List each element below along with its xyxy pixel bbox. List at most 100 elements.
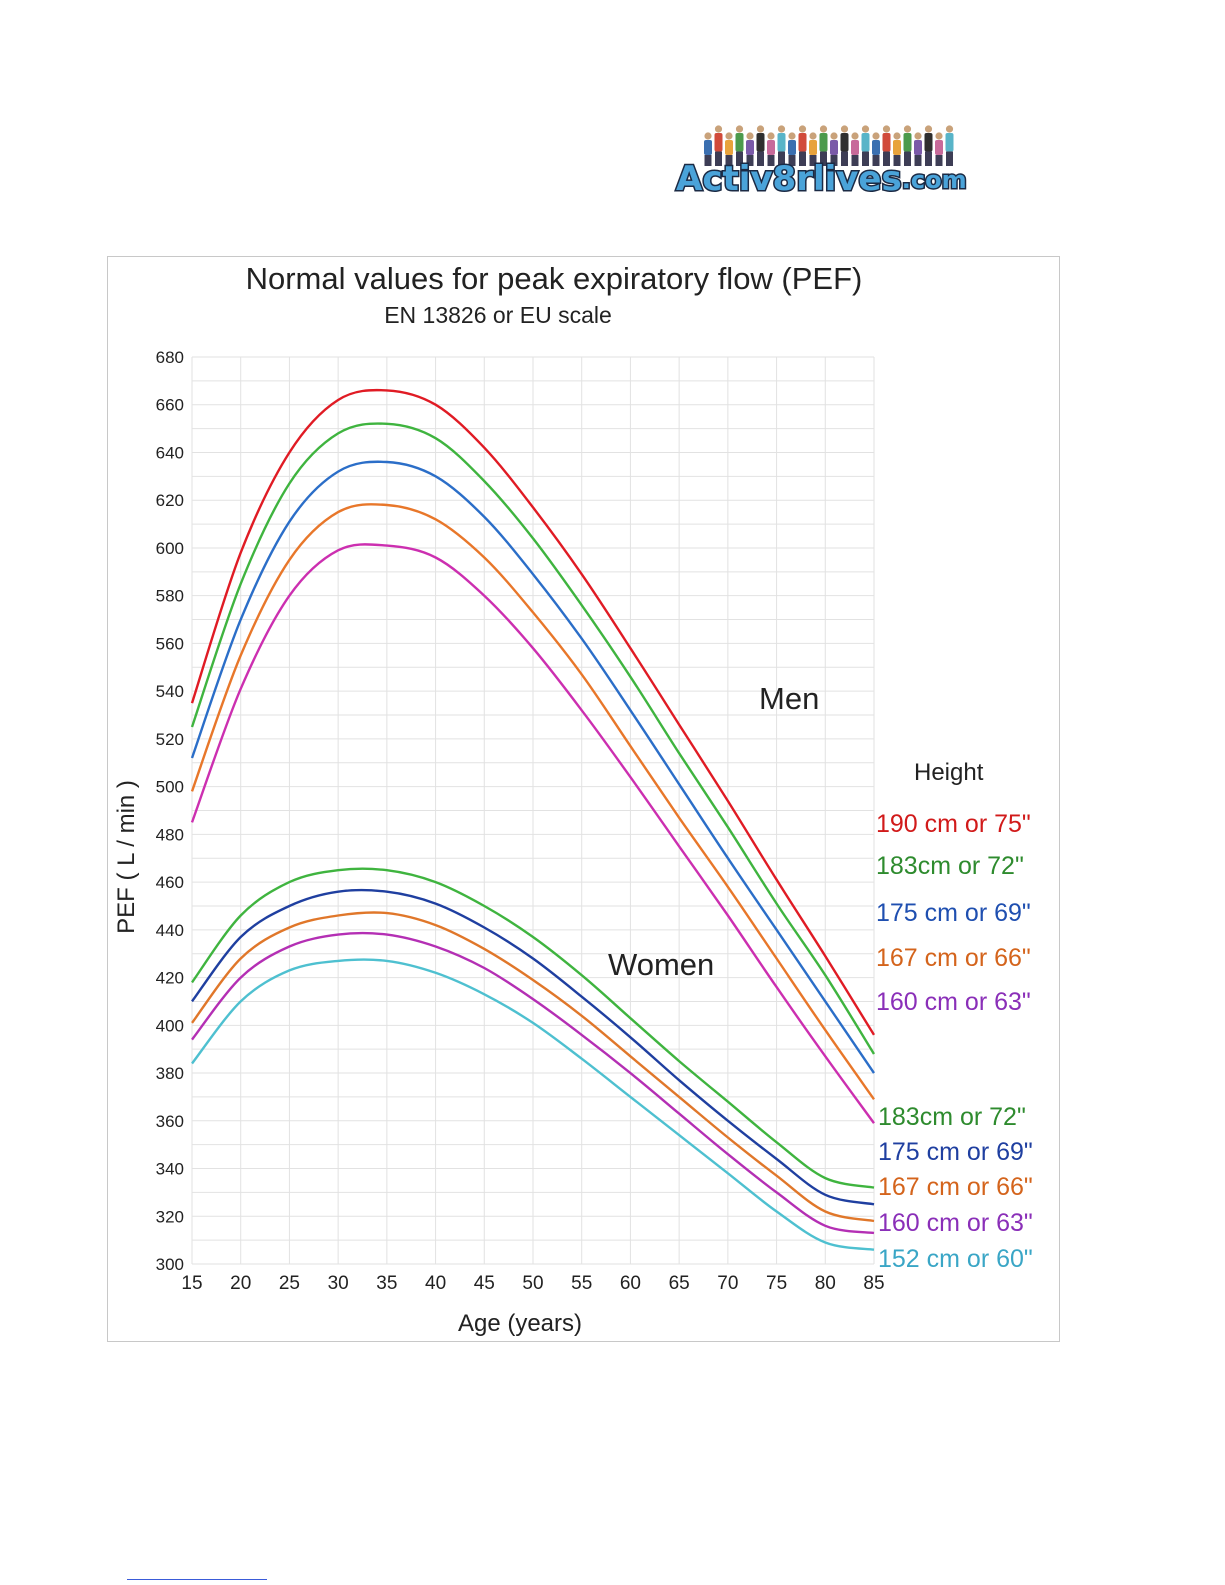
- women-series-line-4: [191, 931, 875, 1235]
- logo-person-body: [830, 140, 838, 155]
- x-tick-label: 45: [474, 1273, 495, 1294]
- logo-person-head: [914, 132, 922, 140]
- logo-person-legs: [704, 155, 712, 166]
- logo-person-head: [756, 125, 765, 133]
- logo-person-head: [714, 125, 723, 133]
- logo-person-body: [819, 133, 828, 152]
- chart-series: [190, 388, 876, 1251]
- logo-person-body: [935, 140, 943, 155]
- y-tick-label: 540: [156, 682, 184, 701]
- x-tick-label: 30: [328, 1273, 349, 1294]
- x-tick-label: 60: [620, 1273, 641, 1294]
- logo-person-legs: [809, 155, 817, 166]
- logo-person-legs: [736, 151, 743, 166]
- logo-person-body: [809, 140, 817, 155]
- logo-person-body: [914, 140, 922, 155]
- women-series-line-1: [191, 867, 875, 1189]
- women-series-line-3: [191, 911, 875, 1223]
- logo-person-body: [872, 140, 880, 155]
- logo-person-head: [851, 132, 859, 140]
- x-tick-label: 55: [571, 1273, 592, 1294]
- activ8rlives-logo: Activ8rlives.com: [672, 104, 1052, 201]
- y-tick-label: 320: [156, 1207, 184, 1226]
- women-height-label: 175 cm or 69": [878, 1138, 1033, 1166]
- logo-person-legs: [904, 151, 911, 166]
- x-tick-label: 25: [279, 1273, 300, 1294]
- logo-person-legs: [872, 155, 880, 166]
- logo-person-head: [935, 132, 943, 140]
- pef-chart: Normal values for peak expiratory flow (…: [107, 256, 1060, 1342]
- logo-person-body: [735, 133, 744, 152]
- logo-people-group: [704, 125, 954, 166]
- logo-person-head: [903, 125, 912, 133]
- y-tick-label: 640: [156, 443, 184, 462]
- men-series-line-2: [190, 422, 876, 1055]
- y-tick-label: 300: [156, 1255, 184, 1274]
- logo-person-legs: [883, 151, 890, 166]
- logo-person-head: [725, 132, 733, 140]
- logo-person-head: [830, 132, 838, 140]
- men-height-label: 175 cm or 69": [876, 899, 1031, 927]
- logo-person-body: [840, 133, 849, 152]
- y-tick-label: 400: [156, 1016, 184, 1035]
- x-tick-label: 20: [230, 1273, 251, 1294]
- chart-annotations: Men Women Height 190 cm or 75" 183cm or 72" 1…: [608, 681, 1033, 1273]
- y-tick-label: 500: [156, 778, 184, 797]
- logo-person-legs: [788, 155, 796, 166]
- y-tick-label: 440: [156, 921, 184, 940]
- y-tick-label: 520: [156, 730, 184, 749]
- logo-person-head: [798, 125, 807, 133]
- women-height-label: 167 cm or 66": [878, 1173, 1033, 1201]
- x-tick-label: 50: [522, 1273, 543, 1294]
- x-tick-label: 80: [815, 1273, 836, 1294]
- y-tick-label: 460: [156, 873, 184, 892]
- x-tick-label: 65: [669, 1273, 690, 1294]
- logo-person-head: [861, 125, 870, 133]
- men-series-line-1: [190, 388, 876, 1036]
- logo-person-legs: [914, 155, 922, 166]
- logo-person-legs: [841, 151, 848, 166]
- logo-person-legs: [778, 151, 785, 166]
- logo-person-legs: [725, 155, 733, 166]
- logo-person-body: [945, 133, 954, 152]
- y-tick-label: 600: [156, 539, 184, 558]
- x-tick-label: 75: [766, 1273, 787, 1294]
- chart-grid: [191, 356, 875, 1265]
- logo-person-legs: [767, 155, 775, 166]
- x-tick-label: 15: [181, 1273, 202, 1294]
- logo-person-head: [788, 132, 796, 140]
- women-series-line-5: [191, 958, 875, 1251]
- logo-person-legs: [830, 155, 838, 166]
- logo-person-legs: [820, 151, 827, 166]
- logo-person-legs: [893, 155, 901, 166]
- y-tick-label: 680: [156, 348, 184, 367]
- men-height-label: 190 cm or 75": [876, 810, 1031, 838]
- y-axis-ticks: 300 320 340 360 380 400 420 440 460 480 500 520 540 5…: [156, 348, 184, 1274]
- logo-person-body: [903, 133, 912, 152]
- women-group-label: Women: [608, 947, 714, 982]
- logo-person-head: [809, 132, 817, 140]
- logo-person-head: [819, 125, 828, 133]
- logo-person-head: [746, 132, 754, 140]
- men-series-line-5: [190, 543, 875, 1124]
- logo-person-head: [767, 132, 775, 140]
- logo-person-legs: [851, 155, 859, 166]
- logo-person-legs: [757, 151, 764, 166]
- legend-title: Height: [914, 759, 984, 786]
- y-tick-label: 360: [156, 1112, 184, 1131]
- men-height-label: 167 cm or 66": [876, 944, 1031, 972]
- x-tick-label: 70: [717, 1273, 738, 1294]
- x-tick-label: 85: [863, 1273, 884, 1294]
- logo-person-head: [704, 132, 712, 140]
- logo-person-body: [767, 140, 775, 155]
- y-tick-label: 380: [156, 1064, 184, 1083]
- men-height-label: 183cm or 72": [876, 852, 1024, 880]
- chart-title: Normal values for peak expiratory flow (…: [246, 261, 863, 296]
- y-tick-label: 420: [156, 969, 184, 988]
- logo-person-legs: [935, 155, 943, 166]
- logo-suffix-text: .com: [902, 166, 967, 194]
- women-height-label: 152 cm or 60": [878, 1245, 1033, 1273]
- logo-person-head: [945, 125, 954, 133]
- y-tick-label: 660: [156, 396, 184, 415]
- women-height-label: 160 cm or 63": [878, 1209, 1033, 1237]
